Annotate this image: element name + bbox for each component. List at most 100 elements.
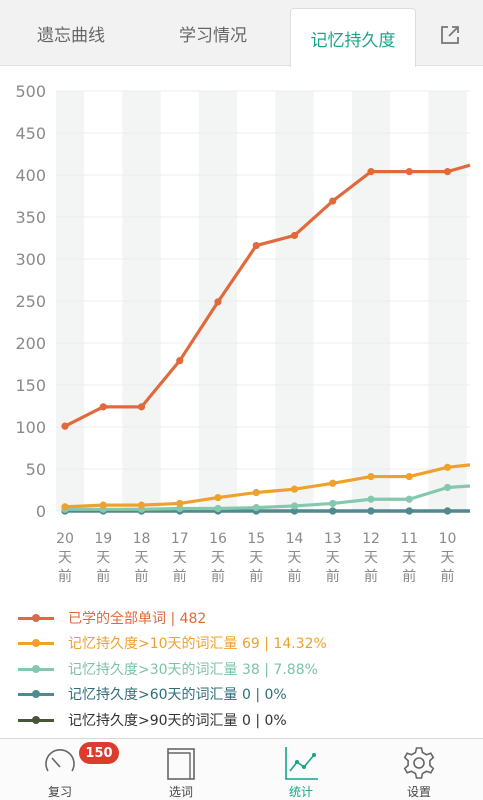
legend-item[interactable]: 已学的全部单词 | 482 — [18, 606, 478, 630]
x-tick-label: 前 — [249, 568, 263, 585]
data-point — [290, 507, 299, 515]
x-tick-label: 天 — [249, 550, 263, 566]
x-tick-label: 前 — [173, 568, 187, 585]
x-tick-label: 前 — [58, 568, 72, 585]
x-tick-label: 15 — [247, 531, 265, 547]
series-line — [64, 463, 471, 509]
y-tick-label: 300 — [15, 250, 46, 269]
review-count-badge: 150 — [79, 742, 119, 764]
x-tick-label: 14 — [286, 531, 304, 547]
legend-label: 记忆持久度>90天的词汇量 0 | 0% — [68, 712, 287, 729]
y-tick-label: 450 — [15, 124, 46, 143]
x-tick-label: 天 — [364, 550, 378, 566]
x-tick-label: 天 — [211, 550, 225, 566]
nav-label: 统计 — [288, 785, 313, 799]
chart-legend: 已学的全部单词 | 482 记忆持久度>10天的词汇量 69 | 14.32% 记忆… — [18, 606, 478, 733]
nav-label: 选词 — [168, 785, 193, 799]
legend-item[interactable]: 记忆持久度>10天的词汇量 69 | 14.32% — [18, 631, 478, 655]
data-point — [176, 499, 184, 508]
legend-label: 已学的全部单词 | 482 — [68, 611, 207, 627]
x-tick-label: 18 — [133, 531, 151, 547]
legend-swatch — [18, 713, 54, 727]
x-tick-label: 前 — [364, 568, 378, 585]
line-chart: 0 50 100 150 200 250 300 350 400 450 500 20 天前 19 天前 18… — [15, 82, 471, 585]
data-point — [290, 502, 299, 510]
data-point — [405, 495, 413, 503]
legend-label: 记忆持久度>60天的词汇量 0 | 0% — [68, 687, 287, 704]
data-point — [443, 463, 452, 471]
y-tick-label: 100 — [15, 418, 46, 437]
data-point — [137, 501, 146, 509]
data-point — [367, 472, 375, 481]
data-point — [176, 357, 184, 365]
x-tick-label: 10 — [439, 531, 457, 547]
data-point — [61, 503, 69, 511]
x-tick-label: 前 — [326, 568, 340, 585]
x-tick-label: 前 — [402, 568, 416, 585]
data-point — [290, 485, 299, 493]
x-tick-label: 天 — [58, 550, 72, 566]
x-tick-label: 前 — [288, 568, 302, 585]
x-tick-label: 13 — [324, 531, 342, 547]
tab-memory-durability[interactable]: 记忆持久度 — [290, 8, 416, 67]
data-point — [405, 168, 413, 176]
data-point — [367, 507, 375, 515]
data-point — [99, 501, 107, 509]
legend-item[interactable]: 记忆持久度>60天的词汇量 0 | 0% — [18, 682, 478, 706]
nav-word-select[interactable]: 选词 — [136, 739, 226, 800]
x-tick-label: 天 — [441, 550, 455, 566]
data-point — [443, 507, 452, 515]
top-tab-bar: 遗忘曲线 学习情况 记忆持久度 — [0, 0, 483, 67]
book-icon — [167, 748, 195, 780]
nav-statistics[interactable]: 统计 — [256, 739, 346, 800]
tab-forgetting-curve[interactable]: 遗忘曲线 — [0, 0, 142, 66]
x-tick-label: 17 — [171, 531, 189, 547]
x-tick-label: 天 — [402, 550, 416, 566]
data-point — [252, 488, 260, 497]
nav-settings[interactable]: 设置 — [374, 739, 464, 800]
x-tick-label: 20 — [56, 531, 74, 547]
y-tick-label: 200 — [15, 334, 46, 353]
y-tick-label: 500 — [15, 82, 46, 101]
bottom-navigation: 150 复习 选词 统计 设置 — [0, 738, 483, 800]
data-point — [329, 479, 337, 487]
data-point — [214, 298, 222, 306]
data-point — [137, 403, 146, 411]
series-line — [64, 163, 471, 428]
tab-study-status[interactable]: 学习情况 — [142, 0, 284, 66]
y-tick-label: 50 — [26, 460, 46, 479]
legend-swatch — [18, 636, 54, 650]
tab-label: 记忆持久度 — [310, 30, 396, 51]
chart-icon — [285, 747, 318, 780]
x-tick-label: 前 — [211, 568, 225, 585]
x-tick-label: 天 — [96, 550, 110, 566]
legend-item[interactable]: 记忆持久度>90天的词汇量 0 | 0% — [18, 708, 478, 732]
data-point — [61, 422, 69, 430]
legend-swatch — [18, 687, 54, 701]
y-tick-label: 400 — [15, 166, 46, 185]
x-tick-label: 前 — [96, 568, 110, 585]
gear-icon — [403, 747, 435, 779]
data-point — [443, 168, 452, 176]
legend-label: 记忆持久度>30天的词汇量 38 | 7.88% — [68, 661, 318, 678]
x-tick-label: 19 — [94, 531, 112, 547]
x-tick-label: 天 — [326, 550, 340, 566]
x-tick-label: 11 — [400, 531, 418, 547]
legend-label: 记忆持久度>10天的词汇量 69 | 14.32% — [68, 636, 327, 653]
data-point — [214, 493, 222, 502]
data-point — [443, 483, 452, 492]
x-tick-label: 天 — [288, 550, 302, 566]
nav-label: 设置 — [406, 785, 431, 799]
data-point — [405, 507, 413, 515]
data-point — [290, 231, 299, 240]
data-point — [329, 499, 337, 508]
data-point — [367, 168, 375, 176]
nav-review[interactable]: 150 复习 — [15, 739, 119, 800]
legend-item[interactable]: 记忆持久度>30天的词汇量 38 | 7.88% — [18, 657, 478, 681]
x-tick-label: 天 — [135, 550, 149, 566]
tab-label: 学习情况 — [179, 25, 247, 46]
share-button[interactable] — [430, 20, 470, 50]
nav-label: 复习 — [47, 785, 72, 799]
memory-durability-chart: 0 50 100 150 200 250 300 350 400 450 500 20 天前 19 天前 18… — [0, 66, 483, 586]
x-tick-label: 16 — [209, 531, 227, 547]
